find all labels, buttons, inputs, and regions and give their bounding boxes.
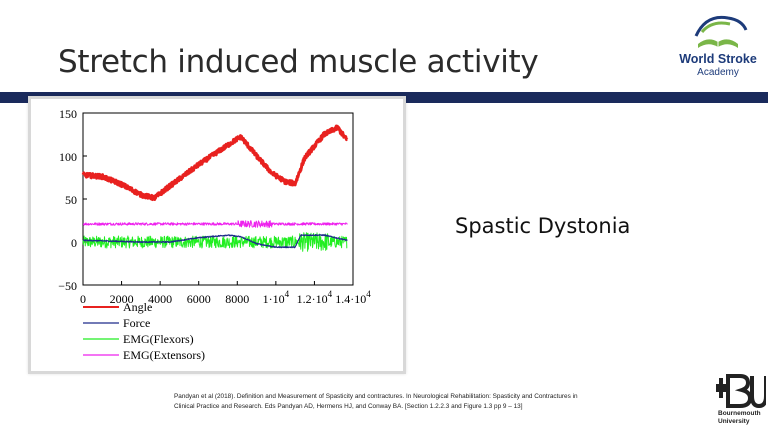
legend-label: Angle	[123, 300, 152, 314]
bu-emblem-icon	[716, 374, 768, 409]
plot-area-border	[82, 112, 354, 286]
y-tick-label: 150	[59, 107, 77, 121]
x-tick-label: 8000	[225, 292, 249, 306]
legend-label: Force	[123, 316, 150, 330]
x-tick-label: 0	[80, 292, 86, 306]
series-line-force	[82, 234, 348, 249]
series-line-emgflexors	[82, 232, 348, 252]
x-tick-label: 1.2·104	[297, 289, 333, 306]
bu-logo-text: Bournemouth University	[714, 410, 766, 425]
chart-panel: 150 100 50 0 −50 0 2000 4000 6000 8000 1·104 1.2·10…	[28, 96, 406, 374]
book-globe-icon	[694, 15, 748, 48]
x-tick-label: 1·104	[263, 289, 290, 306]
y-tick-label: 0	[71, 236, 77, 250]
bournemouth-university-logo: Bournemouth University	[714, 372, 768, 430]
y-tick-label: −50	[58, 279, 77, 293]
legend-label: EMG(Extensors)	[123, 348, 205, 362]
world-stroke-academy-logo: World Stroke Academy	[672, 8, 764, 82]
bu-logo-line1: Bournemouth	[718, 410, 761, 417]
y-tick-label: 100	[59, 150, 77, 164]
logo-text-line2: Academy	[697, 67, 739, 78]
x-tick-label: 1.4·104	[335, 289, 371, 306]
series-line-emgextensors	[82, 220, 348, 228]
x-tick-label: 6000	[187, 292, 211, 306]
y-tick-label: 50	[65, 193, 77, 207]
legend-label: EMG(Flexors)	[123, 332, 194, 346]
series-line-angle	[81, 124, 349, 201]
x-tick-label: 2000	[110, 292, 134, 306]
annotation-label: Spastic Dystonia	[455, 214, 631, 238]
citation-text: Pandyan et al (2018). Definition and Mea…	[174, 393, 578, 410]
slide-title: Stretch induced muscle activity	[58, 44, 539, 80]
logo-text-line1: World Stroke	[679, 52, 757, 66]
x-tick-label: 4000	[148, 292, 172, 306]
bu-logo-line2: University	[718, 417, 750, 425]
